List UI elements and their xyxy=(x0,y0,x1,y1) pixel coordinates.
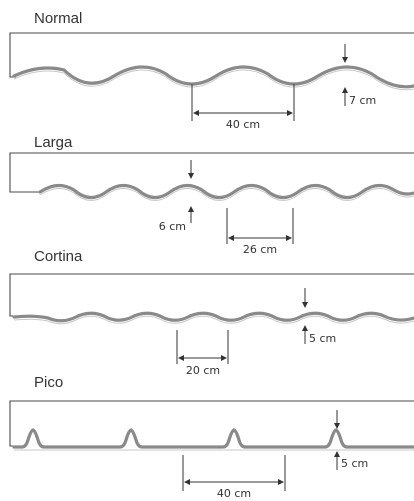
profile-larga: Larga 6 cm 26 cm xyxy=(9,134,414,256)
sheet-profile xyxy=(12,311,414,323)
profile-pico: Pico 5 cm 40 cm xyxy=(9,374,414,500)
width-label: 40 cm xyxy=(226,118,260,131)
profile-title: Pico xyxy=(34,374,63,391)
profile-normal: Normal 40 cm 7 cm xyxy=(9,10,414,131)
profile-frame xyxy=(9,152,414,193)
sheet-profile xyxy=(12,65,414,89)
width-label: 20 cm xyxy=(186,364,220,377)
profile-frame xyxy=(9,273,414,317)
sheet-profile xyxy=(12,428,414,449)
profile-title: Larga xyxy=(34,134,73,151)
width-label: 40 cm xyxy=(217,487,251,500)
height-label: 6 cm xyxy=(159,220,186,233)
sheet-profile xyxy=(38,183,414,200)
width-label: 26 cm xyxy=(243,243,277,256)
height-label: 5 cm xyxy=(341,457,368,470)
profile-title: Normal xyxy=(34,10,82,27)
height-label: 5 cm xyxy=(309,332,336,345)
height-label: 7 cm xyxy=(349,94,376,107)
profile-cortina: Cortina 5 cm 20 cm xyxy=(9,248,414,377)
profile-frame xyxy=(9,400,414,447)
profile-title: Cortina xyxy=(34,248,83,265)
